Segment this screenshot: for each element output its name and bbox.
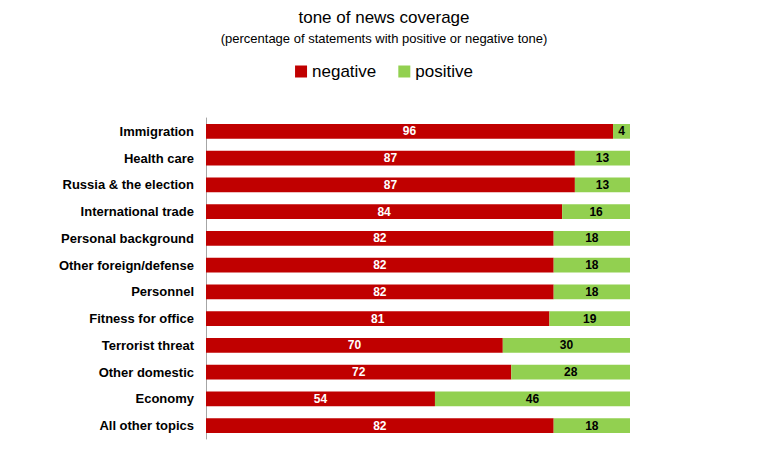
svg-text:Fitness for office: Fitness for office	[89, 311, 194, 326]
svg-text:54: 54	[314, 392, 328, 406]
svg-text:19: 19	[583, 312, 597, 326]
svg-text:18: 18	[585, 419, 599, 433]
svg-text:Immigration: Immigration	[120, 124, 194, 139]
svg-text:Other domestic: Other domestic	[99, 365, 194, 380]
svg-text:18: 18	[585, 258, 599, 272]
svg-text:87: 87	[384, 178, 398, 192]
svg-text:Personal background: Personal background	[61, 231, 194, 246]
svg-text:Russia & the election: Russia & the election	[63, 177, 195, 192]
svg-text:positive: positive	[415, 62, 473, 81]
svg-text:13: 13	[596, 151, 610, 165]
svg-text:All other topics: All other topics	[99, 418, 194, 433]
svg-text:tone of news coverage: tone of news coverage	[298, 8, 469, 27]
svg-text:(percentage of statements with: (percentage of statements with positive …	[221, 31, 548, 46]
svg-text:82: 82	[373, 231, 387, 245]
svg-text:Health care: Health care	[124, 151, 194, 166]
svg-text:70: 70	[348, 338, 362, 352]
svg-text:4: 4	[618, 124, 625, 138]
svg-text:Other foreign/defense: Other foreign/defense	[59, 258, 194, 273]
svg-text:30: 30	[560, 338, 574, 352]
svg-text:82: 82	[373, 258, 387, 272]
svg-text:negative: negative	[312, 62, 376, 81]
svg-text:46: 46	[526, 392, 540, 406]
svg-text:96: 96	[403, 124, 417, 138]
svg-text:84: 84	[377, 205, 391, 219]
svg-text:82: 82	[373, 285, 387, 299]
svg-text:Personnel: Personnel	[131, 284, 194, 299]
svg-text:Terrorist threat: Terrorist threat	[102, 338, 195, 353]
svg-text:International trade: International trade	[81, 204, 194, 219]
svg-text:82: 82	[373, 419, 387, 433]
svg-text:87: 87	[384, 151, 398, 165]
svg-text:18: 18	[585, 285, 599, 299]
svg-text:16: 16	[589, 205, 603, 219]
svg-text:Economy: Economy	[135, 391, 194, 406]
svg-text:13: 13	[596, 178, 610, 192]
svg-text:18: 18	[585, 231, 599, 245]
svg-text:72: 72	[352, 365, 366, 379]
svg-text:81: 81	[371, 312, 385, 326]
svg-text:28: 28	[564, 365, 578, 379]
